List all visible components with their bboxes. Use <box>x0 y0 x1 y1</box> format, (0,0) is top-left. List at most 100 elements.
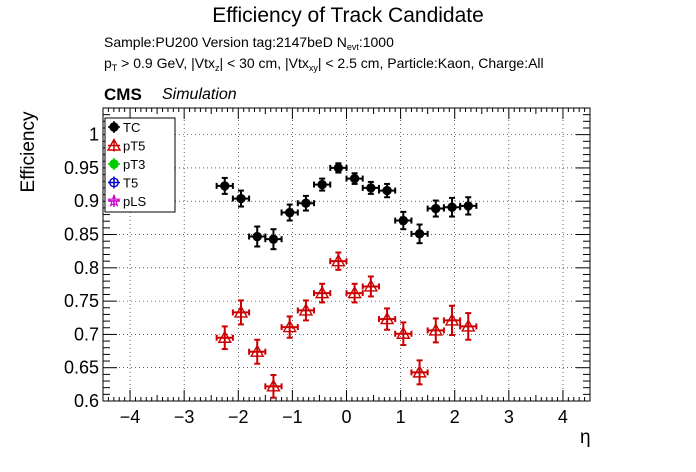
sel-a: > 0.9 GeV, |Vtx <box>117 55 215 71</box>
legend-marker <box>109 177 119 188</box>
marker-pT5 <box>331 253 346 267</box>
data-point-TC <box>248 225 267 248</box>
x-tick-label: −4 <box>120 407 141 427</box>
legend-label: pT3 <box>123 157 145 172</box>
marker-TC <box>268 234 279 244</box>
data-point-pT5 <box>248 338 267 365</box>
y-tick-label: 0.65 <box>64 358 99 378</box>
data-point-TC <box>215 176 234 195</box>
data-point-TC <box>231 189 251 208</box>
marker-TC <box>220 181 230 191</box>
marker-TC <box>463 201 473 211</box>
data-point-pT5 <box>264 374 283 399</box>
legend-entry-TC: TC <box>108 120 140 135</box>
sample-info-suffix: :1000 <box>358 34 394 50</box>
x-axis-label: η <box>580 427 591 448</box>
data-point-pT5 <box>459 312 478 341</box>
data-point-pT5 <box>361 275 380 298</box>
data-point-TC <box>377 182 397 199</box>
data-point-pT5 <box>296 299 316 322</box>
series-TC <box>215 162 478 251</box>
data-point-TC <box>329 162 348 174</box>
data-point-TC <box>296 194 316 212</box>
y-tick-label: 0.6 <box>74 391 99 411</box>
data-point-TC <box>280 203 299 222</box>
y-tick-label: 0.9 <box>74 191 99 211</box>
data-point-TC <box>264 228 283 251</box>
data-point-TC <box>361 180 380 195</box>
x-tick-label: 2 <box>450 407 460 427</box>
marker-pT5 <box>266 378 281 392</box>
data-point-pT5 <box>410 359 429 386</box>
y-axis-label: Efficiency <box>18 111 39 193</box>
sel-p-sub: T <box>111 63 118 73</box>
marker-TC <box>366 183 376 193</box>
legend-label: TC <box>123 120 140 135</box>
x-tick-label: −2 <box>228 407 249 427</box>
data-point-pT5 <box>313 282 332 304</box>
data-point-TC <box>426 199 445 218</box>
marker-TC <box>252 231 262 242</box>
marker-pT5 <box>282 319 297 333</box>
y-tick-label: 0.95 <box>64 158 99 178</box>
grid <box>103 108 590 402</box>
marker-pT5 <box>461 319 476 332</box>
marker-pT5 <box>428 323 443 336</box>
marker-TC <box>414 229 425 239</box>
x-tick-label: −3 <box>174 407 195 427</box>
legend-label: T5 <box>123 176 138 191</box>
marker-TC <box>431 203 441 214</box>
marker-pT5 <box>412 364 427 378</box>
marker-pT5 <box>314 285 330 299</box>
marker-TC <box>301 198 311 208</box>
data-point-pT5 <box>280 315 299 339</box>
marker-TC <box>333 163 344 173</box>
marker-pT5 <box>217 330 232 343</box>
marker-pT5 <box>444 313 460 326</box>
legend-entry-pLS: pLS <box>107 193 146 209</box>
legend-marker <box>107 193 121 207</box>
legend: TC pT5 pT3 T5 pLS <box>104 117 176 213</box>
marker-TC <box>317 179 327 190</box>
selection-info-line: pT > 0.9 GeV, |Vtxz| < 30 cm, |Vtxxy| < … <box>104 55 544 73</box>
marker-pT5 <box>250 344 265 357</box>
marker-TC <box>447 202 457 212</box>
x-tick-label: 0 <box>341 407 351 427</box>
cms-label: CMS <box>104 85 142 104</box>
x-tick-label: 1 <box>396 407 406 427</box>
marker-TC <box>398 215 409 226</box>
data-point-pT5 <box>442 304 462 337</box>
data-point-TC <box>459 196 478 216</box>
sel-b-sub: xy <box>308 63 318 73</box>
legend-entry-pT5: pT5 <box>106 138 145 154</box>
x-tick-label: 3 <box>504 407 514 427</box>
x-tick-label: 4 <box>558 407 568 427</box>
data-marks <box>215 162 478 399</box>
marker-TC <box>284 207 295 218</box>
data-point-pT5 <box>394 321 413 347</box>
legend-marker <box>109 122 119 132</box>
chart-title: Efficiency of Track Candidate <box>212 4 484 27</box>
y-tick-label: 1 <box>89 125 99 145</box>
sample-info-sub: evt <box>346 42 359 52</box>
data-point-TC <box>442 196 462 218</box>
y-tick-label: 0.75 <box>64 291 99 311</box>
legend-label: pLS <box>123 194 146 209</box>
y-tick-label: 0.85 <box>64 225 99 245</box>
data-point-TC <box>394 210 413 231</box>
data-point-pT5 <box>345 282 364 304</box>
data-point-TC <box>313 177 332 192</box>
marker-TC <box>236 193 246 204</box>
legend-entry-pT3: pT3 <box>108 157 145 172</box>
data-point-TC <box>410 223 429 245</box>
sel-b: | < 30 cm, |Vtx <box>219 55 309 71</box>
plot-frame <box>102 107 591 402</box>
marker-pT5 <box>396 326 411 339</box>
marker-TC <box>382 185 392 196</box>
marker-TC <box>349 173 360 184</box>
marker-pT5 <box>347 285 362 299</box>
data-point-pT5 <box>215 325 234 351</box>
sel-c: | < 2.5 cm, Particle:Kaon, Charge:All <box>317 55 544 71</box>
legend-marker <box>109 159 119 169</box>
sample-info-prefix: Sample:PU200 Version tag:2147beD N <box>104 34 347 50</box>
